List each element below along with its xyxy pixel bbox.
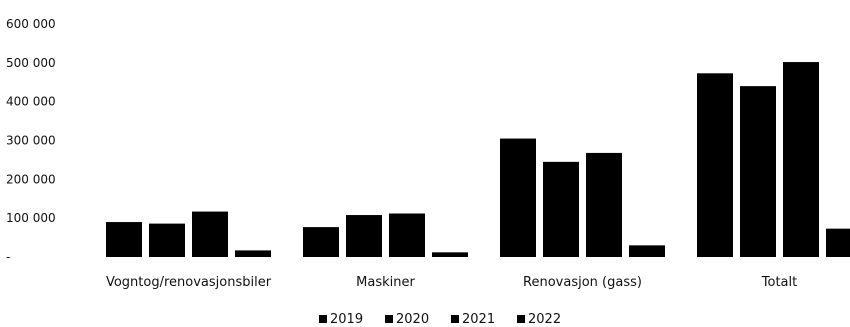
category-label: Vogntog/renovasjonsbiler — [106, 275, 272, 290]
y-tick-label: 100 000 — [6, 211, 56, 225]
bar-2020 — [346, 215, 382, 257]
y-axis-ticks: - 100 000 200 000 300 000 400 000 500 000 600 … — [6, 17, 56, 264]
legend-label: 2021 — [462, 312, 495, 327]
bar-2019 — [106, 222, 142, 257]
category-label: Renovasjon (gass) — [523, 275, 642, 290]
y-tick-label: 600 000 — [6, 17, 56, 31]
legend-label: 2020 — [396, 312, 429, 327]
bar-2022 — [629, 245, 665, 257]
y-tick-label: 300 000 — [6, 134, 56, 148]
bar-2021 — [389, 213, 425, 257]
x-axis-category-labels: Vogntog/renovasjonsbiler Maskiner Renovasj… — [106, 275, 797, 290]
bar-2022 — [235, 250, 271, 257]
legend-swatch — [517, 315, 525, 323]
y-tick-label: 500 000 — [6, 56, 56, 70]
bar-2021 — [586, 152, 622, 257]
bars — [106, 62, 850, 258]
legend: 2019 2020 2021 2022 — [319, 312, 561, 327]
bar-2019 — [697, 73, 733, 258]
bar-2020 — [740, 86, 776, 257]
y-tick-label: 400 000 — [6, 95, 56, 109]
bar-2022 — [826, 228, 850, 257]
bar-2020 — [543, 161, 579, 257]
legend-label: 2019 — [330, 312, 363, 327]
legend-swatch — [385, 315, 393, 323]
legend-label: 2022 — [528, 312, 561, 327]
bar-2022 — [432, 252, 468, 257]
category-label: Totalt — [761, 275, 797, 290]
y-tick-label: - — [6, 250, 10, 264]
y-tick-label: 200 000 — [6, 172, 56, 186]
legend-swatch — [451, 315, 459, 323]
legend-swatch — [319, 315, 327, 323]
bar-2020 — [149, 223, 185, 257]
bar-2021 — [192, 211, 228, 257]
category-label: Maskiner — [356, 275, 415, 290]
bar-2021 — [783, 62, 819, 257]
bar-2019 — [500, 138, 536, 257]
bar-2019 — [303, 227, 339, 257]
